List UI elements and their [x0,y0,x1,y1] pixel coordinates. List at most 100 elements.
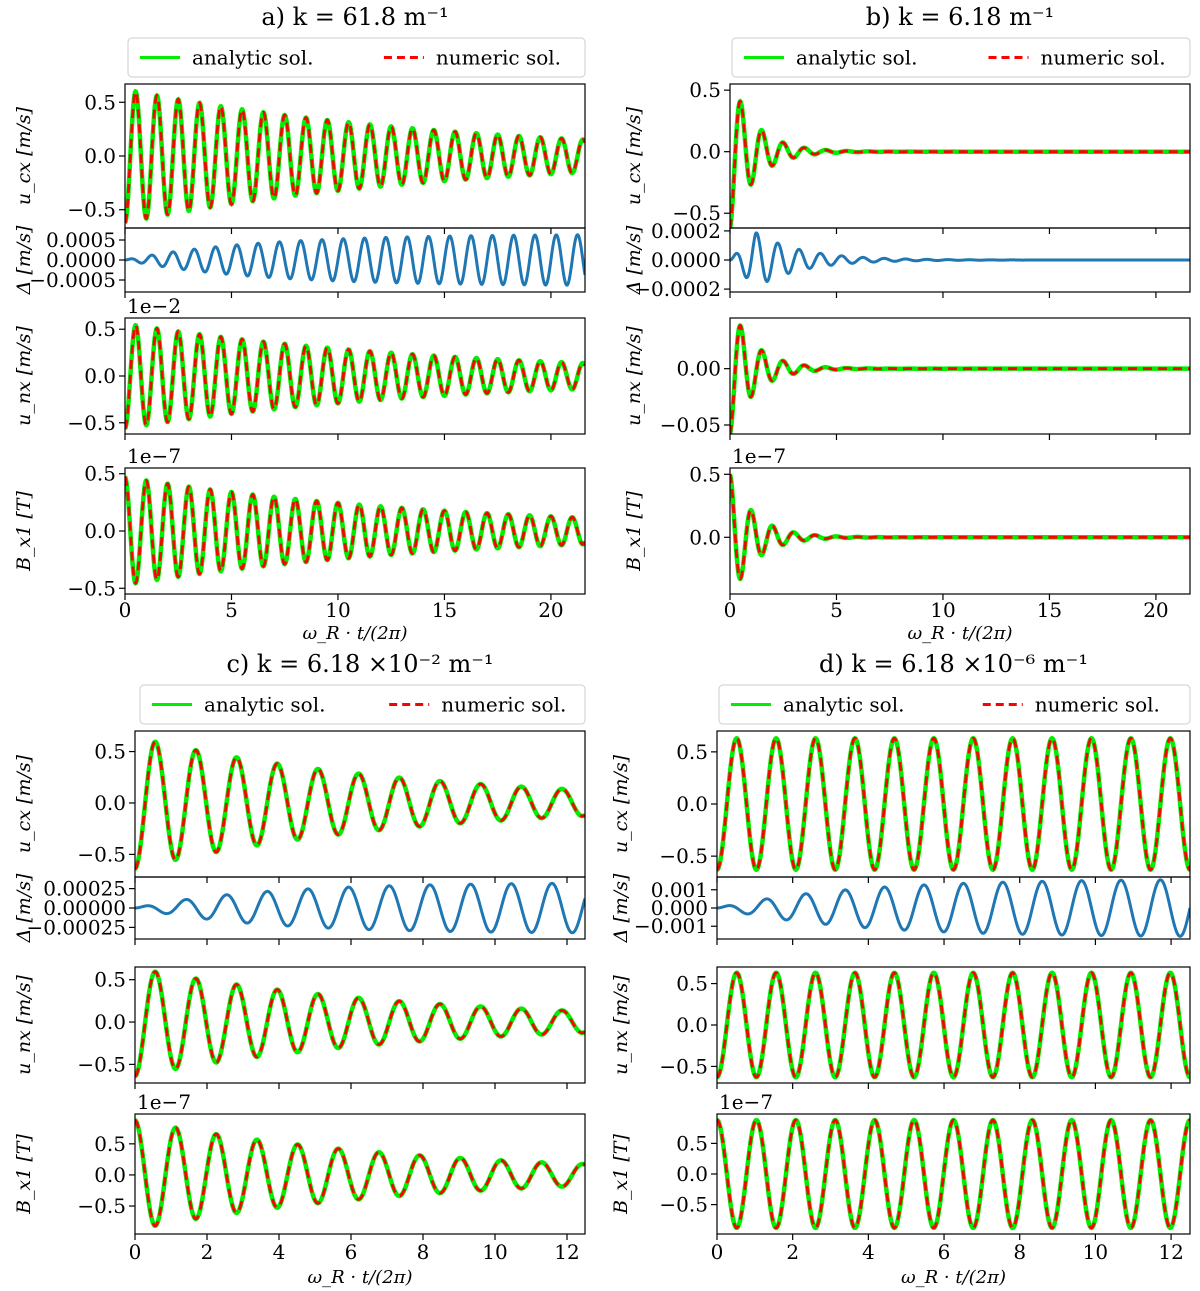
axes-frame [134,730,586,878]
y-tick-label: 0.5 [94,1132,126,1156]
y-offset-label: 1e−7 [137,1090,191,1114]
legend-a: analytic sol. numeric sol. [127,37,586,78]
y-tick-label: −0.00025 [27,915,126,939]
y-tick-label: 0.0 [676,1013,708,1037]
series-analytic-a-u_cx [125,88,585,225]
y-tick-label: 0.00 [676,357,721,381]
series-numeric-c-u_cx [135,740,585,871]
legend-numeric-label: numeric sol. [1040,46,1165,70]
y-tick-label: 0.0 [689,525,721,549]
subplot-d-B_x1: −0.5 0.0 0.5 B_x1 [T] 1e−7 [610,1090,1191,1240]
series-analytic-c-u_nx [135,969,585,1079]
chart-panel-b: b) k = 6.18 m⁻¹ analytic sol. numeric sol.… [623,3,1191,644]
legend-box [731,37,1191,78]
y-tick-label: −0.5 [77,842,126,866]
x-axis-label: ω_R · t/(2π) [907,623,1012,644]
subplot-b-delta: −0.0002 0.0000 0.0002 Δ [m/s] [623,219,1191,301]
x-tick-label: 8 [1013,1240,1026,1264]
x-tick-label: 15 [432,598,457,622]
series-numeric-d-u_nx [717,971,1190,1079]
legend-analytic-label: analytic sol. [783,693,904,717]
y-offset-label: 1e−7 [719,1090,773,1114]
y-axis-label: Δ [m/s] [623,225,645,295]
y-tick-label: −0.5 [67,576,116,600]
x-tick-label: 12 [554,1240,579,1264]
y-tick-label: 0.0002 [651,219,721,243]
y-tick-label: 0.0 [689,140,721,164]
x-tick-label: 10 [930,598,955,622]
legend-analytic-label: analytic sol. [796,46,917,70]
y-tick-label: 0.0 [84,364,116,388]
panel-title-c: c) k = 6.18 ×10⁻² m⁻¹ [226,650,493,678]
x-tick-label: 4 [273,1240,286,1264]
legend-analytic-label: analytic sol. [192,46,313,70]
y-tick-label: 0.0 [94,1163,126,1187]
y-tick-label: 0.001 [651,878,708,902]
x-tick-label: 20 [538,598,563,622]
y-tick-label: 0.5 [676,740,708,764]
y-axis-label: Δ [m/s] [610,873,632,943]
series-numeric-a-u_cx [125,89,585,224]
y-axis-label: B_x1 [T] [623,491,645,572]
subplot-c-B_x1: −0.5 0.0 0.5 B_x1 [T] 1e−7 [13,1090,586,1240]
y-tick-label: −0.0005 [29,268,116,292]
series-analytic-d-u_cx [717,735,1190,873]
x-tick-label: 5 [225,598,238,622]
subplot-d-u_cx: −0.5 0.0 0.5 u_cx [m/s] [610,730,1191,883]
y-tick-label: 0.5 [689,78,721,102]
y-tick-label: −0.0002 [634,277,721,301]
x-tick-label: 0 [724,598,737,622]
subplot-d-u_nx: −0.5 0.0 0.5 u_nx [m/s] [610,966,1191,1089]
legend-b: analytic sol. numeric sol. [731,37,1191,78]
y-offset-label: 1e−7 [732,444,786,468]
y-axis-label: B_x1 [T] [13,491,35,572]
y-tick-label: 0.00000 [43,896,126,920]
y-axis-label: u_nx [m/s] [13,975,35,1075]
panel-title-a: a) k = 61.8 m⁻¹ [261,3,448,31]
x-axis-label: ω_R · t/(2π) [307,1267,412,1288]
subplot-c-u_cx: −0.5 0.0 0.5 u_cx [m/s] [13,730,586,883]
series-numeric-b-u_cx [730,99,1190,228]
legend-box [139,684,586,725]
y-offset-label: 1e−2 [127,294,181,318]
subplot-a-u_nx: −0.5 0.0 0.5 u_nx [m/s] 1e−2 [13,294,586,440]
x-tick-label: 0 [129,1240,142,1264]
series-delta-d [717,878,1190,938]
x-axis-label: ω_R · t/(2π) [901,1267,1006,1288]
y-tick-label: 0.0 [94,791,126,815]
x-tick-label: 10 [1083,1240,1108,1264]
series-numeric-a-B_x1 [125,476,585,585]
subplot-b-B_x1: 0.0 0.5 B_x1 [T] 1e−7 [623,444,1191,600]
x-tick-label: 8 [417,1240,430,1264]
y-tick-label: 0.0 [676,792,708,816]
y-axis-label: u_nx [m/s] [610,975,632,1075]
legend-numeric-label: numeric sol. [441,693,566,717]
y-tick-label: 0.5 [84,317,116,341]
y-tick-label: −0.001 [634,914,708,938]
x-tick-label: 2 [201,1240,214,1264]
y-tick-label: 0.000 [651,896,708,920]
subplot-a-u_cx: −0.5 0.0 0.5 u_cx [m/s] [13,83,586,234]
y-tick-label: −0.5 [659,1193,708,1217]
subplot-c-u_nx: −0.5 0.0 0.5 u_nx [m/s] [13,966,586,1089]
series-numeric-c-B_x1 [135,1118,585,1228]
series-analytic-b-u_nx [730,322,1190,434]
axes-frame [134,1113,586,1235]
legend-numeric-label: numeric sol. [436,46,561,70]
series-numeric-d-B_x1 [717,1118,1190,1230]
y-tick-label: 0.0000 [651,248,721,272]
subplot-a-B_x1: −0.5 0.0 0.5 B_x1 [T] 1e−7 [13,444,586,600]
x-tick-label: 6 [345,1240,358,1264]
y-axis-label: u_cx [m/s] [13,106,35,205]
series-analytic-c-B_x1 [135,1118,585,1229]
series-analytic-d-B_x1 [717,1117,1190,1231]
axes-frame [729,467,1191,595]
y-tick-label: 0.5 [689,462,721,486]
series-numeric-d-u_cx [717,736,1190,872]
y-axis-label: Δ [m/s] [13,873,35,943]
subplot-b-u_cx: −0.5 0.0 0.5 u_cx [m/s] [623,78,1191,234]
legend-box [127,37,586,78]
